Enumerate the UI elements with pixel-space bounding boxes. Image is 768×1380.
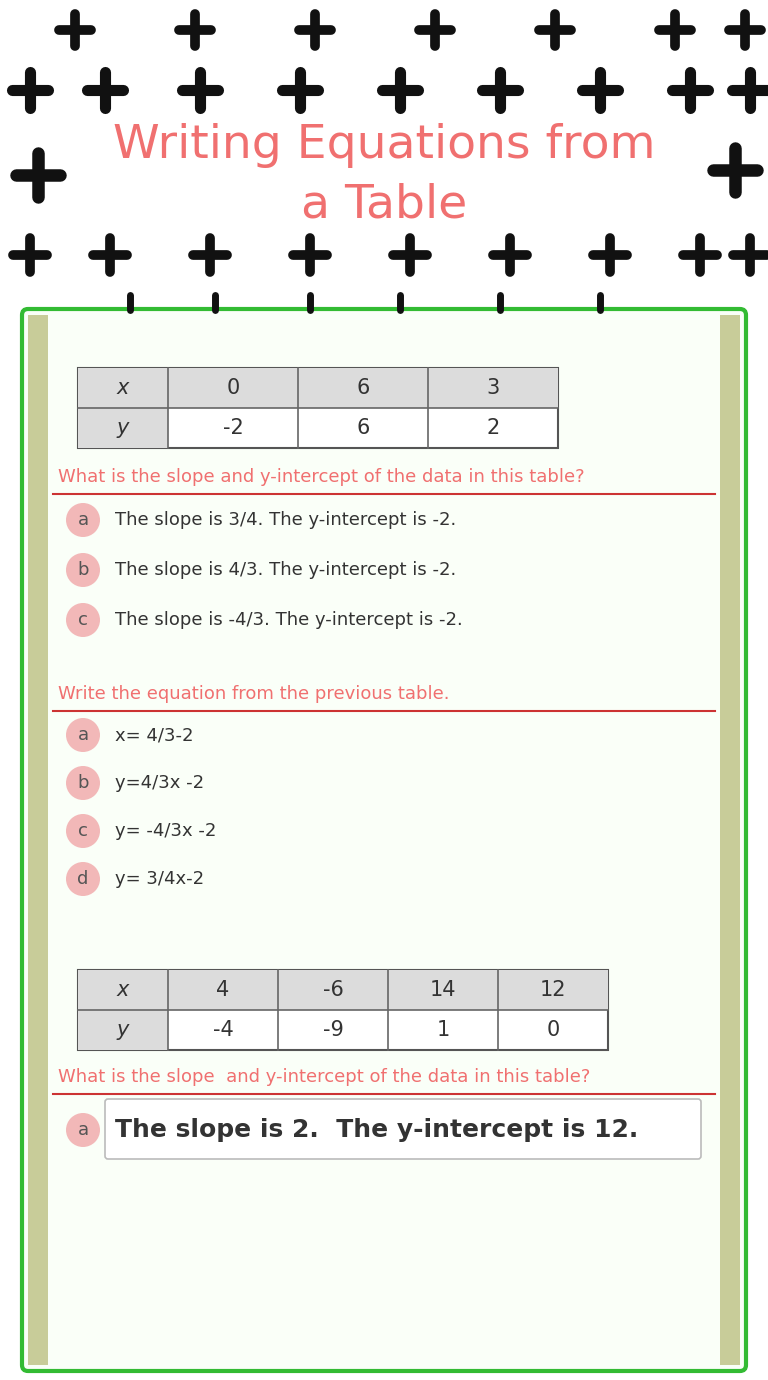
Circle shape	[66, 814, 100, 847]
Text: a Table: a Table	[301, 182, 467, 228]
Bar	[78, 1010, 168, 1050]
Text: -9: -9	[323, 1020, 343, 1041]
Bar	[720, 315, 740, 1365]
Text: 2: 2	[486, 418, 500, 437]
Text: y: y	[117, 418, 129, 437]
Bar	[78, 368, 558, 448]
Circle shape	[66, 862, 100, 896]
Text: x: x	[117, 980, 129, 1000]
Text: -4: -4	[213, 1020, 233, 1041]
FancyBboxPatch shape	[105, 1098, 701, 1159]
Text: y= -4/3x -2: y= -4/3x -2	[115, 822, 217, 840]
Bar	[78, 970, 608, 1050]
Text: x: x	[117, 378, 129, 397]
Text: What is the slope  and y-intercept of the data in this table?: What is the slope and y-intercept of the…	[58, 1068, 591, 1086]
Text: 3: 3	[486, 378, 500, 397]
Text: a: a	[78, 511, 88, 529]
Circle shape	[66, 502, 100, 537]
Bar	[78, 408, 168, 448]
Text: x= 4/3-2: x= 4/3-2	[115, 726, 194, 744]
Text: What is the slope and y-intercept of the data in this table?: What is the slope and y-intercept of the…	[58, 468, 584, 486]
Circle shape	[66, 603, 100, 638]
Text: Write the equation from the previous table.: Write the equation from the previous tab…	[58, 684, 449, 702]
Text: The slope is 2.  The y-intercept is 12.: The slope is 2. The y-intercept is 12.	[115, 1118, 638, 1143]
Text: y= 3/4x-2: y= 3/4x-2	[115, 869, 204, 887]
Text: 14: 14	[430, 980, 456, 1000]
Text: 0: 0	[227, 378, 240, 397]
Circle shape	[66, 553, 100, 586]
Circle shape	[66, 1114, 100, 1147]
Text: b: b	[78, 774, 89, 792]
Text: 6: 6	[356, 378, 369, 397]
Text: d: d	[78, 869, 88, 887]
Text: 12: 12	[540, 980, 566, 1000]
Circle shape	[66, 718, 100, 752]
Text: 6: 6	[356, 418, 369, 437]
Text: a: a	[78, 726, 88, 744]
Text: 1: 1	[436, 1020, 449, 1041]
Bar	[28, 315, 48, 1365]
Text: 0: 0	[546, 1020, 560, 1041]
Bar	[78, 970, 608, 1010]
Text: y=4/3x -2: y=4/3x -2	[115, 774, 204, 792]
Text: b: b	[78, 562, 89, 580]
Text: 4: 4	[217, 980, 230, 1000]
FancyBboxPatch shape	[22, 309, 746, 1370]
Text: c: c	[78, 611, 88, 629]
Text: The slope is -4/3. The y-intercept is -2.: The slope is -4/3. The y-intercept is -2…	[115, 611, 463, 629]
Text: c: c	[78, 822, 88, 840]
Text: -2: -2	[223, 418, 243, 437]
Bar	[78, 368, 558, 408]
Text: The slope is 4/3. The y-intercept is -2.: The slope is 4/3. The y-intercept is -2.	[115, 562, 456, 580]
Circle shape	[66, 766, 100, 800]
Text: y: y	[117, 1020, 129, 1041]
Text: The slope is 3/4. The y-intercept is -2.: The slope is 3/4. The y-intercept is -2.	[115, 511, 456, 529]
Text: -6: -6	[323, 980, 343, 1000]
Text: a: a	[78, 1121, 88, 1138]
Text: Writing Equations from: Writing Equations from	[113, 123, 655, 167]
